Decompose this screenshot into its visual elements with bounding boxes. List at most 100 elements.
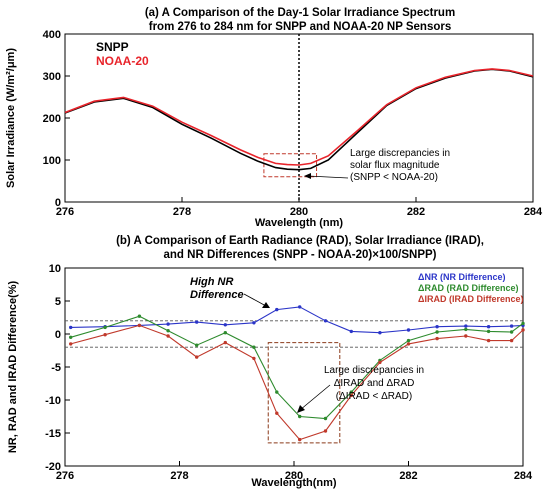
delta-irad-point [103, 333, 107, 337]
panel-a-ticks: 276 278 280 282 284 0 100 200 300 400 [43, 29, 543, 218]
delta-rad-point [275, 390, 279, 394]
panel-b-annotation-line2: ΔIRAD and ΔRAD [334, 378, 415, 389]
panel-b-discrepancy-box [267, 342, 341, 444]
delta-irad-point [521, 328, 525, 332]
panel-b: (b) A Comparison of Earth Radiance (RAD)… [7, 235, 533, 489]
legend-delta-irad: ΔIRAD (IRAD Difference) [418, 294, 523, 304]
panel-b-title-line1: (b) A Comparison of Earth Radiance (RAD)… [116, 235, 484, 247]
legend-noaa20: NOAA-20 [96, 54, 149, 68]
delta-rad-point [435, 330, 439, 334]
delta-irad-point [323, 429, 328, 433]
x-tick-label: 280 [290, 206, 308, 218]
panel-a-annotation-line2: solar flux magnitude [350, 160, 440, 171]
delta-rad-point [137, 314, 142, 318]
delta-nr-point [486, 325, 491, 329]
panel-a: (a) A Comparison of the Day-1 Solar Irra… [5, 7, 543, 229]
delta-rad-point [521, 321, 525, 326]
y-tick-label: 10 [49, 263, 61, 275]
delta-irad-point [275, 411, 279, 415]
y-tick-label: 100 [43, 155, 61, 167]
x-tick-label: 284 [514, 470, 533, 482]
panel-b-ticks: 276 278 280 282 284 -20 -15 -10 -5 0 5 10 [45, 263, 533, 482]
legend-delta-nr: ΔNR (NR Difference) [418, 272, 505, 282]
delta-irad-point [69, 342, 73, 346]
delta-nr-line [70, 306, 524, 334]
delta-irad-point [166, 334, 170, 338]
delta-irad-point [486, 338, 491, 343]
y-tick-label: -20 [45, 461, 61, 473]
delta-irad-point [378, 360, 382, 365]
high-nr-arrowhead [262, 302, 270, 308]
y-tick-label: 0 [55, 329, 61, 341]
y-tick-label: 5 [55, 296, 61, 308]
delta-irad-point [223, 340, 227, 345]
delta-nr-point [166, 322, 170, 326]
delta-rad-point [69, 335, 73, 339]
panel-a-xlabel: Wavelength (nm) [255, 217, 344, 229]
panel-a-arrowhead [304, 173, 311, 179]
y-tick-label: 200 [43, 113, 61, 125]
delta-rad-point [195, 343, 199, 347]
y-tick-label: 400 [43, 29, 61, 41]
noaa20-line [64, 68, 534, 166]
delta-nr-point [378, 331, 382, 335]
x-tick-label: 276 [56, 206, 74, 218]
high-nr-annotation-line2: Difference [190, 289, 244, 301]
y-tick-label: 300 [43, 71, 61, 83]
delta-rad-point [464, 327, 468, 332]
delta-nr-point [464, 324, 468, 328]
x-tick-label: 280 [285, 470, 303, 482]
panel-b-xlabel: Wavelength(nm) [251, 477, 336, 489]
delta-nr-point [406, 328, 411, 332]
delta-irad-point [509, 338, 514, 343]
delta-rad-point [223, 331, 227, 335]
x-tick-label: 284 [524, 206, 543, 218]
delta-irad-point [349, 393, 353, 398]
delta-rad-point [103, 325, 107, 330]
delta-irad-line [70, 324, 524, 441]
legend-delta-rad: ΔRAD (RAD Difference) [418, 283, 518, 293]
delta-nr-point [223, 323, 227, 327]
panel-b-arrowhead [297, 405, 305, 413]
delta-irad-point [406, 342, 411, 346]
panel-b-annotation-line1: Large discrepancies in [324, 365, 424, 376]
delta-nr-point [252, 321, 256, 325]
panel-a-annotation-arrow [307, 175, 349, 179]
high-nr-annotation-line1: High NR [190, 276, 233, 288]
panel-a-discrepancy-box [263, 153, 318, 178]
delta-nr-point [509, 324, 514, 328]
panel-a-annotation-line3: (SNPP < NOAA-20) [350, 172, 438, 183]
delta-rad-point [509, 330, 514, 334]
delta-irad-point [435, 336, 439, 341]
delta-nr-point [275, 307, 279, 312]
x-tick-label: 282 [399, 470, 417, 482]
panel-a-title-line2: from 276 to 284 nm for SNPP and NOAA-20 … [149, 21, 452, 33]
legend-snpp: SNPP [96, 40, 129, 54]
delta-irad-point [298, 437, 302, 442]
delta-nr-point [323, 319, 328, 323]
high-nr-arrow [243, 293, 267, 307]
y-tick-label: -10 [45, 395, 61, 407]
panel-a-annotation-line1: Large discrepancies in [350, 148, 450, 159]
delta-rad-line [70, 315, 524, 420]
delta-irad-point [195, 355, 199, 359]
panel-b-ylabel: NR, RAD and IRAD Difference(%) [7, 280, 19, 453]
delta-irad-point [252, 356, 256, 361]
delta-rad-point [323, 416, 328, 421]
delta-irad-point [137, 323, 142, 328]
delta-rad-point [486, 329, 491, 334]
delta-nr-point [435, 325, 439, 329]
delta-irad-point [464, 334, 468, 338]
y-tick-label: 0 [55, 197, 61, 209]
y-tick-label: -15 [45, 428, 61, 440]
delta-rad-point [349, 390, 353, 394]
delta-nr-point [349, 329, 353, 334]
panel-a-ylabel: Solar Irradiance (W/m²/μm) [5, 48, 17, 188]
delta-rad-point [166, 329, 170, 333]
panel-a-title-line1: (a) A Comparison of the Day-1 Solar Irra… [145, 7, 455, 19]
y-tick-label: -5 [51, 362, 61, 374]
x-tick-label: 282 [407, 206, 425, 218]
panel-b-title-line2: and NR Differences (SNPP - NOAA-20)×100/… [164, 249, 437, 261]
delta-rad-point [406, 338, 411, 343]
delta-nr-point [298, 305, 302, 309]
